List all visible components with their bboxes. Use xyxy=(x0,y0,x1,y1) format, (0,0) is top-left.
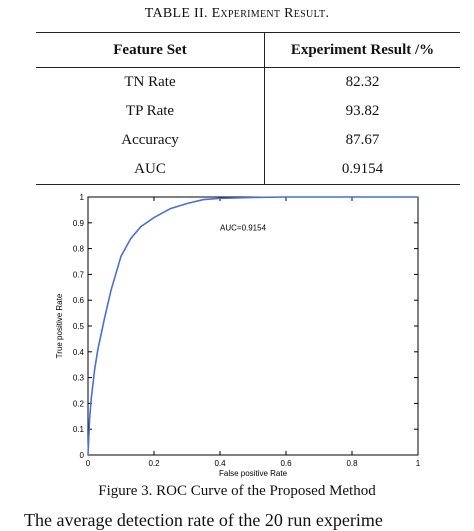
y-tick-label: 0.6 xyxy=(73,296,85,305)
ticks-layer: 0 0.2 0.4 0.6 0.8 1 0 0.1 0.2 0.3 0.4 0.5 0.6 0.7 0.8 0… xyxy=(73,193,421,468)
x-tick-label: 0.8 xyxy=(346,459,358,468)
row-value: 0.9154 xyxy=(264,155,460,185)
figure-caption: Figure 3. ROC Curve of the Proposed Meth… xyxy=(98,483,376,499)
roc-chart: 0 0.2 0.4 0.6 0.8 1 0 0.1 0.2 0.3 0.4 0.5 0.6 0.7 0.8 0… xyxy=(55,193,421,478)
y-tick-label: 0.3 xyxy=(73,374,85,383)
y-tick-label: 1 xyxy=(80,193,85,202)
table-row: Accuracy 87.67 xyxy=(36,126,460,155)
y-tick-label: 0.4 xyxy=(73,348,85,357)
x-tick-label: 1 xyxy=(416,459,421,468)
y-tick-label: 0.2 xyxy=(73,399,85,408)
table-row: AUC 0.9154 xyxy=(36,155,460,185)
x-tick-label: 0.6 xyxy=(280,459,292,468)
table-caption-title: Experiment Result. xyxy=(211,6,330,21)
header-feature-set: Feature Set xyxy=(36,32,265,68)
header-experiment-result: Experiment Result /% xyxy=(264,32,460,68)
x-tick-label: 0.2 xyxy=(148,459,160,468)
row-value: 87.67 xyxy=(345,132,380,148)
row-label: Accuracy xyxy=(36,126,265,155)
roc-curve xyxy=(87,196,418,456)
table-row: TN Rate 82.32 xyxy=(36,67,460,97)
y-tick-label: 0.5 xyxy=(73,322,85,331)
y-tick-label: 0 xyxy=(80,451,85,460)
body-text: The average detection rate of the 20 run… xyxy=(24,510,383,530)
y-tick-label: 0.8 xyxy=(73,245,85,254)
y-tick-label: 0.1 xyxy=(73,425,85,434)
table-header-row: Feature Set Experiment Result /% xyxy=(36,32,460,68)
row-value: 93.82 xyxy=(345,103,380,119)
result-table: Feature Set Experiment Result /% TN Rate… xyxy=(36,32,460,185)
row-value: 82.32 xyxy=(345,74,380,90)
x-tick-label: 0.4 xyxy=(214,459,226,468)
auc-annotation: AUC=0.9154 xyxy=(220,224,267,233)
y-tick-label: 0.7 xyxy=(73,270,85,279)
row-label: AUC xyxy=(36,155,265,185)
row-label: TN Rate xyxy=(36,67,265,97)
y-tick-label: 0.9 xyxy=(73,219,85,228)
y-axis-label: True positive Rate xyxy=(55,293,64,358)
table-caption: TABLE II. Experiment Result. xyxy=(0,6,474,22)
x-axis-label: False positive Rate xyxy=(219,469,288,478)
row-label: TP Rate xyxy=(36,97,265,126)
plot-frame xyxy=(87,196,419,456)
x-tick-label: 0 xyxy=(86,459,91,468)
table-caption-number: TABLE II. xyxy=(144,6,208,21)
table-row: TP Rate 93.82 xyxy=(36,97,460,126)
